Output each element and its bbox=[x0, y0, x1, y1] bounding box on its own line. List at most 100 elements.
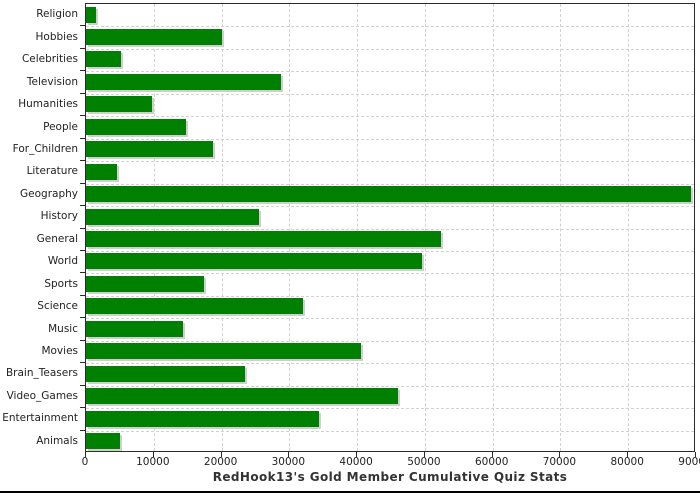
y-gridline bbox=[86, 340, 694, 342]
x-gridline bbox=[424, 4, 426, 451]
category-label: General bbox=[36, 232, 78, 245]
y-gridline bbox=[86, 71, 694, 73]
bar-music bbox=[86, 320, 183, 337]
bar-hobbies bbox=[86, 28, 222, 45]
x-tick-label: 70000 bbox=[542, 456, 577, 468]
y-gridline bbox=[86, 250, 694, 252]
category-label: Humanities bbox=[18, 98, 78, 110]
bar-religion bbox=[86, 6, 97, 23]
x-axis-tick bbox=[85, 452, 86, 457]
bar-video_games bbox=[86, 388, 398, 405]
x-tick-label: 0 bbox=[81, 456, 89, 468]
x-axis-tick bbox=[356, 452, 358, 457]
bar-geography bbox=[86, 186, 692, 203]
bar-general bbox=[86, 231, 442, 247]
category-label: Television bbox=[26, 75, 78, 88]
bar-movies bbox=[86, 343, 361, 360]
x-axis-tick bbox=[288, 452, 290, 457]
plot-area bbox=[85, 3, 695, 452]
x-tick-label: 40000 bbox=[339, 456, 373, 468]
x-axis-tick bbox=[695, 452, 696, 457]
category-label: Animals bbox=[36, 434, 78, 447]
x-axis-tick bbox=[423, 452, 425, 457]
y-gridline bbox=[86, 228, 694, 230]
category-label: Literature bbox=[26, 165, 78, 178]
category-label: Music bbox=[48, 322, 78, 335]
x-tick-label: 80000 bbox=[610, 456, 644, 468]
x-gridline bbox=[628, 4, 630, 451]
x-axis-tick bbox=[627, 452, 629, 457]
y-axis-tick bbox=[80, 407, 85, 409]
x-gridline bbox=[560, 4, 562, 451]
y-axis-tick bbox=[80, 339, 85, 341]
bar-animals bbox=[86, 433, 120, 450]
y-gridline bbox=[86, 26, 694, 28]
y-axis-tick bbox=[80, 92, 85, 94]
y-gridline bbox=[86, 161, 694, 163]
y-axis-tick bbox=[80, 249, 85, 251]
category-label: Religion bbox=[36, 8, 78, 21]
bar-television bbox=[86, 73, 282, 90]
x-axis-tick bbox=[559, 452, 561, 457]
category-label: Movies bbox=[41, 345, 78, 357]
x-axis-tick bbox=[220, 452, 222, 457]
y-axis-tick bbox=[80, 227, 85, 229]
y-gridline bbox=[86, 385, 694, 387]
x-tick-label: 60000 bbox=[474, 456, 509, 468]
y-axis-tick bbox=[80, 317, 85, 319]
bar-humanities bbox=[86, 96, 152, 113]
y-gridline bbox=[86, 93, 694, 95]
y-axis-tick bbox=[80, 182, 85, 184]
y-gridline bbox=[86, 363, 694, 365]
y-axis-tick bbox=[80, 384, 85, 386]
bar-literature bbox=[86, 163, 117, 180]
y-axis-tick bbox=[80, 47, 85, 49]
y-gridline bbox=[86, 183, 694, 185]
bar-celebrities bbox=[86, 51, 122, 68]
y-axis-tick bbox=[80, 362, 85, 364]
y-axis-tick bbox=[80, 70, 85, 72]
category-label: Celebrities bbox=[21, 53, 78, 66]
y-axis-tick bbox=[80, 25, 85, 27]
category-label: Sports bbox=[44, 277, 78, 290]
y-gridline bbox=[86, 273, 694, 275]
x-axis-tick bbox=[152, 452, 154, 457]
y-axis-tick bbox=[80, 294, 85, 296]
x-axis-tick bbox=[491, 452, 493, 457]
bar-science bbox=[86, 298, 303, 315]
x-tick-label: 10000 bbox=[136, 456, 170, 468]
category-label: Video_Games bbox=[6, 389, 78, 402]
category-label: Science bbox=[37, 300, 78, 313]
y-axis-tick bbox=[80, 205, 85, 206]
y-gridline bbox=[86, 318, 694, 320]
category-label: Entertainment bbox=[2, 412, 78, 425]
x-gridline bbox=[357, 4, 359, 451]
bar-sports bbox=[86, 275, 204, 292]
category-label: Geography bbox=[20, 187, 78, 200]
y-axis-tick bbox=[80, 137, 85, 139]
bar-entertainment bbox=[86, 410, 319, 427]
y-gridline bbox=[86, 295, 694, 297]
y-axis-tick bbox=[80, 272, 85, 274]
bar-brain_teasers bbox=[86, 365, 245, 382]
bar-people bbox=[86, 118, 187, 135]
y-gridline bbox=[86, 138, 694, 140]
x-gridline bbox=[492, 4, 494, 451]
category-label: History bbox=[40, 210, 78, 223]
x-tick-label: 90000 bbox=[678, 456, 700, 468]
chart-title: RedHook13's Gold Member Cumulative Quiz … bbox=[212, 470, 568, 484]
x-gridline bbox=[289, 4, 291, 451]
bottom-border-line bbox=[0, 491, 700, 493]
y-axis-tick bbox=[80, 160, 85, 162]
y-gridline bbox=[86, 430, 694, 432]
bar-world bbox=[86, 253, 423, 270]
x-tick-label: 20000 bbox=[203, 456, 238, 468]
y-axis-tick bbox=[80, 429, 85, 431]
x-gridline bbox=[221, 4, 223, 451]
y-gridline bbox=[86, 408, 694, 410]
category-label: Hobbies bbox=[35, 30, 79, 43]
category-label: People bbox=[43, 120, 78, 133]
category-label: World bbox=[47, 255, 78, 268]
y-axis-tick bbox=[80, 115, 85, 117]
